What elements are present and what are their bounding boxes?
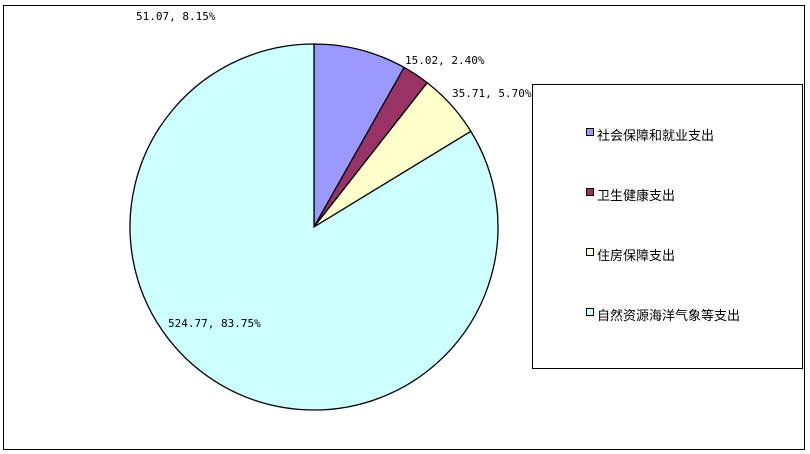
legend-swatch [586, 128, 594, 136]
pie-slice-0 [313, 43, 406, 230]
legend-swatch [586, 308, 594, 316]
legend-label: 住房保障支出 [597, 248, 675, 264]
data-label: 35.71, 5.70% [452, 87, 532, 100]
legend-label: 卫生健康支出 [597, 188, 675, 204]
legend-swatch [586, 188, 594, 196]
legend-label: 自然资源海洋气象等支出 [597, 308, 740, 324]
legend-box [532, 84, 803, 369]
data-label: 15.02, 2.40% [405, 54, 485, 67]
pie-slice-3 [129, 43, 499, 411]
data-label: 524.77, 83.75% [168, 317, 261, 330]
legend-label: 社会保障和就业支出 [597, 128, 714, 144]
legend-swatch [586, 248, 594, 256]
data-label: 51.07, 8.15% [136, 10, 216, 23]
